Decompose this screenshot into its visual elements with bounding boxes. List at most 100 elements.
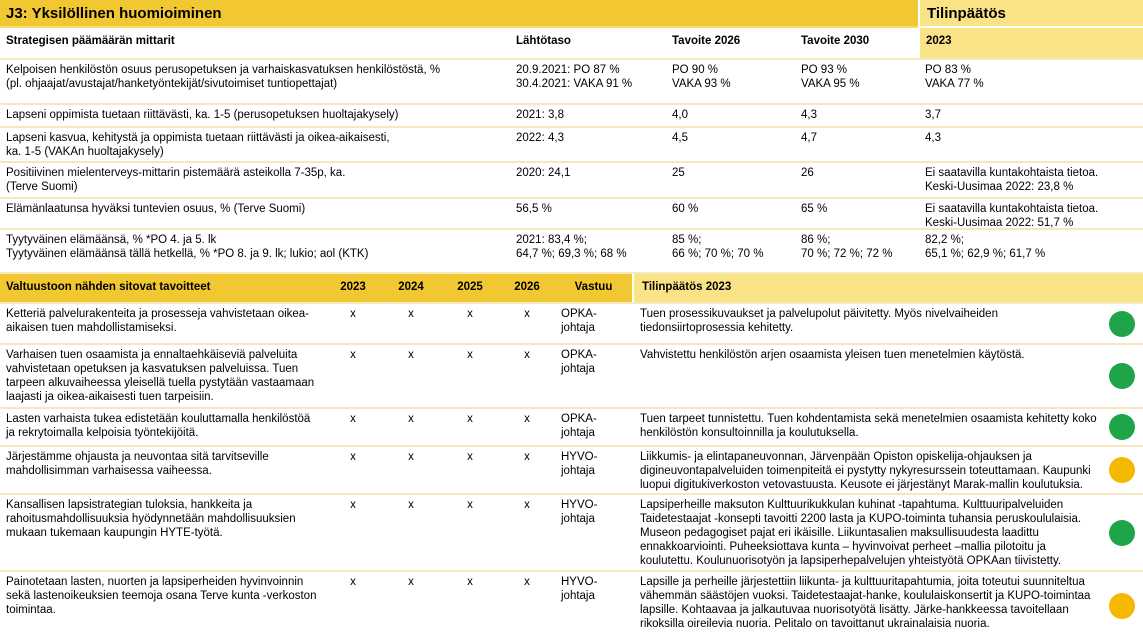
target-text: Varhaisen tuen osaamista ja ennaltaehkäi… — [6, 349, 315, 403]
metric-tavoite-2030: 26 — [801, 167, 814, 179]
target-mark-2023: x — [350, 413, 356, 425]
target-result-text: Lapsille ja perheille järjestettiin liik… — [640, 576, 1091, 630]
target-mark-2026: x — [524, 413, 530, 425]
target-mark-2024: x — [408, 413, 414, 425]
metric-lahtotaso: 2022: 4,3 — [516, 132, 564, 144]
target-text: Painotetaan lasten, nuorten ja lapsiperh… — [6, 576, 317, 616]
target-mark-2024: x — [408, 451, 414, 463]
status-icon — [1109, 414, 1135, 440]
metric-name: Kelpoisen henkilöstön osuus perusopetuks… — [6, 64, 441, 90]
table-row: Järjestämme ohjausta ja neuvontaa sitä t… — [0, 445, 1143, 493]
metric-tilinpaatos: Ei saatavilla kuntakohtaista tietoa. Kes… — [925, 203, 1099, 228]
metric-tavoite-2030: 4,7 — [801, 132, 817, 144]
status-icon — [1109, 363, 1135, 389]
target-result: Tuen tarpeet tunnistettu. Tuen kohdentam… — [632, 409, 1143, 445]
target-vastuu: OPKA- johtaja — [561, 308, 597, 334]
metric-tilinpaatos: PO 83 % VAKA 77 % — [925, 64, 984, 90]
target-mark-2023: x — [350, 499, 356, 511]
target-mark-2024: x — [408, 349, 414, 361]
target-text: Ketteriä palvelurakenteita ja prosesseja… — [6, 308, 310, 334]
target-result-text: Tuen prosessikuvaukset ja palvelupolut p… — [640, 308, 998, 334]
target-vastuu: HYVO- johtaja — [561, 451, 598, 477]
target-mark-2025: x — [467, 499, 473, 511]
target-result: Tuen prosessikuvaukset ja palvelupolut p… — [632, 304, 1143, 343]
metric-tilinpaatos: 82,2 %; 65,1 %; 62,9 %; 61,7 % — [925, 234, 1046, 260]
table-row: Kansallisen lapsistrategian tuloksia, ha… — [0, 493, 1143, 570]
status-icon — [1109, 457, 1135, 483]
target-mark-2026: x — [524, 308, 530, 320]
target-mark-2023: x — [350, 576, 356, 588]
status-icon — [1109, 593, 1135, 619]
target-result-text: Vahvistettu henkilöstön arjen osaamista … — [640, 349, 1025, 361]
table-row: Elämänlaatunsa hyväksi tuntevien osuus, … — [0, 197, 1143, 228]
target-text: Kansallisen lapsistrategian tuloksia, ha… — [6, 499, 296, 539]
metrics-header-2023: 2023 — [918, 28, 1143, 58]
metric-lahtotaso: 2021: 83,4 %; 64,7 %; 69,3 %; 68 % — [516, 234, 627, 260]
target-mark-2025: x — [467, 308, 473, 320]
target-vastuu: HYVO- johtaja — [561, 576, 598, 602]
metric-tavoite-2030: 86 %; 70 %; 72 %; 72 % — [801, 234, 893, 260]
target-mark-2024: x — [408, 499, 414, 511]
table-row: Kelpoisen henkilöstön osuus perusopetuks… — [0, 58, 1143, 103]
metric-tavoite-2030: 4,3 — [801, 109, 817, 121]
metrics-header-mittarit: Strategisen päämäärän mittarit — [6, 35, 175, 47]
target-result: Liikkumis- ja elintapaneuvonnan, Järvenp… — [632, 447, 1143, 493]
target-mark-2023: x — [350, 308, 356, 320]
metric-tavoite-2030: PO 93 % VAKA 95 % — [801, 64, 860, 90]
metric-tavoite-2026: 85 %; 66 %; 70 %; 70 % — [672, 234, 764, 260]
metric-name: Positiivinen mielenterveys-mittarin pist… — [6, 167, 346, 193]
target-mark-2025: x — [467, 349, 473, 361]
section-title-bar: J3: Yksilöllinen huomioiminen Tilinpäätö… — [0, 0, 1143, 28]
metrics-header-row: Strategisen päämäärän mittarit Lähtötaso… — [0, 28, 1143, 58]
table-row: Lapseni kasvua, kehitystä ja oppimista t… — [0, 126, 1143, 161]
metric-lahtotaso: 56,5 % — [516, 203, 552, 215]
metric-tavoite-2026: 25 — [672, 167, 685, 179]
table-row: Tyytyväinen elämäänsä, % *PO 4. ja 5. lk… — [0, 228, 1143, 272]
metrics-header-tavoite-2026: Tavoite 2026 — [672, 35, 741, 47]
metric-tavoite-2030: 65 % — [801, 203, 828, 215]
target-mark-2026: x — [524, 349, 530, 361]
target-mark-2023: x — [350, 451, 356, 463]
metric-tilinpaatos: Ei saatavilla kuntakohtaista tietoa. Kes… — [925, 167, 1099, 193]
target-mark-2023: x — [350, 349, 356, 361]
table-row: Painotetaan lasten, nuorten ja lapsiperh… — [0, 570, 1143, 640]
target-result: Lapsiperheille maksuton Kulttuurikukkula… — [632, 495, 1143, 570]
target-text: Järjestämme ohjausta ja neuvontaa sitä t… — [6, 451, 269, 477]
targets-header-tavoitteet: Valtuustoon nähden sitovat tavoitteet — [6, 281, 211, 293]
metric-lahtotaso: 2020: 24,1 — [516, 167, 571, 179]
table-row: Lapseni oppimista tuetaan riittävästi, k… — [0, 103, 1143, 126]
target-mark-2025: x — [467, 413, 473, 425]
targets-header-tilinpaatos: Tilinpäätös 2023 — [632, 274, 1143, 302]
targets-header-2026: 2026 — [514, 281, 540, 293]
metric-tavoite-2026: PO 90 % VAKA 93 % — [672, 64, 731, 90]
target-mark-2026: x — [524, 576, 530, 588]
target-result: Vahvistettu henkilöstön arjen osaamista … — [632, 345, 1143, 407]
target-vastuu: OPKA- johtaja — [561, 349, 597, 375]
targets-header-2025: 2025 — [457, 281, 483, 293]
metrics-header-lahtotaso: Lähtötaso — [516, 35, 571, 47]
target-mark-2025: x — [467, 451, 473, 463]
metric-lahtotaso: 2021: 3,8 — [516, 109, 564, 121]
targets-header-2024: 2024 — [398, 281, 424, 293]
target-mark-2026: x — [524, 451, 530, 463]
metric-tilinpaatos: 3,7 — [925, 109, 941, 121]
table-row: Lasten varhaista tukea edistetään koulut… — [0, 407, 1143, 445]
targets-header-vastuu: Vastuu — [574, 281, 613, 293]
target-result: Lapsille ja perheille järjestettiin liik… — [632, 572, 1143, 640]
target-mark-2025: x — [467, 576, 473, 588]
metric-name: Elämänlaatunsa hyväksi tuntevien osuus, … — [6, 203, 306, 215]
target-mark-2026: x — [524, 499, 530, 511]
metric-tavoite-2026: 60 % — [672, 203, 699, 215]
metric-tilinpaatos: 4,3 — [925, 132, 941, 144]
target-result-text: Tuen tarpeet tunnistettu. Tuen kohdentam… — [640, 413, 1097, 439]
table-row: Ketteriä palvelurakenteita ja prosesseja… — [0, 302, 1143, 343]
metric-name: Lapseni kasvua, kehitystä ja oppimista t… — [6, 132, 390, 158]
metric-name: Tyytyväinen elämäänsä, % *PO 4. ja 5. lk… — [6, 234, 369, 260]
target-mark-2024: x — [408, 308, 414, 320]
status-icon — [1109, 519, 1135, 546]
metric-lahtotaso: 20.9.2021: PO 87 % 30.4.2021: VAKA 91 % — [516, 64, 633, 90]
target-result-text: Lapsiperheille maksuton Kulttuurikukkula… — [640, 499, 1082, 567]
table-row: Varhaisen tuen osaamista ja ennaltaehkäi… — [0, 343, 1143, 407]
metric-tavoite-2026: 4,5 — [672, 132, 688, 144]
